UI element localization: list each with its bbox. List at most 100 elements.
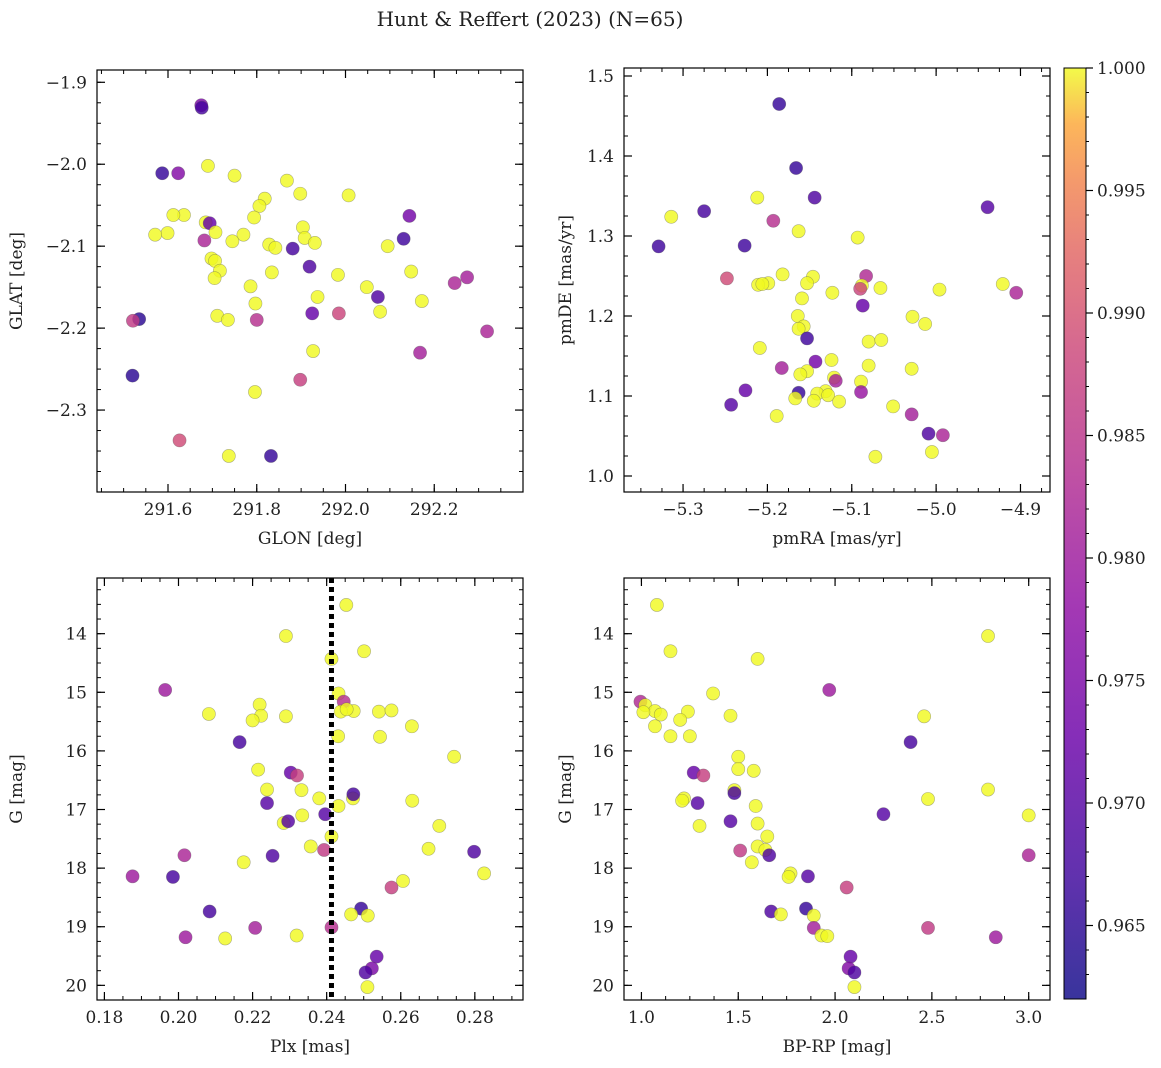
- scatter-point: [746, 763, 761, 778]
- y-axis-label: pmDE [mas/yr]: [556, 215, 576, 345]
- scatter-point: [369, 949, 384, 964]
- scatter-point: [207, 271, 222, 286]
- y-tick-label: 19: [65, 918, 87, 938]
- y-tick-label: 20: [592, 976, 614, 996]
- scatter-point: [279, 709, 293, 724]
- x-tick-label: −5.1: [831, 500, 872, 520]
- y-tick-label: −1.9: [46, 73, 87, 93]
- colorbar-tick-label: 0.975: [1097, 672, 1146, 692]
- scatter-point: [370, 290, 385, 304]
- scatter-point: [294, 783, 309, 798]
- scatter-point: [752, 341, 767, 355]
- scatter-point: [293, 186, 308, 201]
- x-tick-label: 0.20: [160, 1008, 198, 1028]
- scatter-point: [762, 848, 777, 863]
- scatter-point: [981, 782, 995, 797]
- scatter-point: [477, 866, 492, 881]
- x-tick-label: 292.2: [410, 500, 459, 520]
- scatter-point: [692, 819, 707, 833]
- scatter-point: [414, 294, 429, 308]
- y-tick-label: 16: [592, 742, 614, 762]
- x-tick-label: 291.8: [232, 500, 281, 520]
- scatter-point: [447, 749, 461, 764]
- colorbar-tick-label: 0.970: [1097, 794, 1146, 814]
- scatter-point: [904, 361, 919, 376]
- scatter-point: [921, 426, 936, 441]
- scatter-point: [781, 870, 796, 884]
- scatter-point: [243, 279, 258, 294]
- x-tick-label: 0.22: [234, 1008, 272, 1028]
- colorbar-tick-label: 0.980: [1097, 549, 1146, 569]
- y-axis-label: G [mag]: [556, 754, 576, 823]
- y-axis-label: G [mag]: [7, 754, 27, 823]
- x-tick-label: −5.0: [915, 500, 956, 520]
- scatter-point: [178, 930, 193, 945]
- scatter-point: [384, 880, 399, 895]
- scatter-point: [824, 353, 839, 367]
- scatter-point: [731, 749, 746, 764]
- scatter-point: [995, 277, 1010, 291]
- scatter-point: [405, 793, 420, 808]
- y-tick-label: 18: [65, 859, 87, 879]
- scatter-point: [788, 391, 803, 406]
- scatter-point: [839, 880, 854, 895]
- scatter-point: [650, 598, 664, 612]
- scatter-point: [727, 786, 742, 801]
- panel-plx-g: 0.18 0.20 0.22 0.24 0.26 0.28 14 15 16 17 18 19 20 Pl…: [7, 577, 524, 1057]
- scatter-point: [636, 705, 651, 720]
- x-tick-label: 1.0: [628, 1008, 655, 1028]
- scatter-point: [663, 644, 678, 659]
- scatter-point: [724, 397, 739, 412]
- scatter-point: [918, 317, 933, 331]
- scatter-point: [806, 908, 821, 923]
- scatter-point: [773, 907, 788, 922]
- y-tick-label: 1.3: [587, 227, 614, 247]
- scatter-point: [264, 265, 279, 280]
- x-axis-label: pmRA [mas/yr]: [772, 529, 901, 549]
- scatter-point: [396, 231, 411, 246]
- x-tick-label: 0.18: [85, 1008, 123, 1028]
- scatter-point: [202, 904, 217, 919]
- scatter-point: [917, 709, 932, 724]
- scatter-point: [775, 267, 790, 282]
- scatter-point: [264, 449, 278, 463]
- scatter-point: [249, 313, 264, 327]
- scatter-point: [807, 190, 822, 205]
- scatter-point: [821, 388, 836, 403]
- scatter-point: [285, 241, 300, 256]
- scatter-point: [723, 814, 738, 829]
- scatter-point: [697, 204, 712, 219]
- y-tick-label: 17: [592, 801, 614, 821]
- x-tick-label: −5.2: [747, 500, 788, 520]
- scatter-point: [791, 321, 806, 336]
- axes-frame: [623, 67, 1051, 493]
- x-tick-label: 1.5: [725, 1008, 752, 1028]
- scatter-point: [750, 651, 765, 666]
- y-tick-label: 1.2: [587, 307, 614, 327]
- scatter-point: [251, 762, 266, 777]
- scatter-point: [921, 921, 935, 935]
- y-tick-label: 18: [592, 859, 614, 879]
- scatter-point: [307, 235, 322, 250]
- scatter-point: [346, 787, 361, 802]
- scatter-point: [723, 708, 738, 723]
- axes-frame: [623, 577, 1051, 1001]
- scatter-point: [432, 819, 447, 833]
- scatter-point: [648, 719, 662, 734]
- scatter-point: [854, 385, 868, 399]
- scatter-point: [260, 782, 274, 797]
- colorbar-tick-label: 0.995: [1097, 182, 1146, 202]
- scatter-point: [921, 792, 935, 806]
- scatter-point: [868, 449, 883, 464]
- scatter-point: [384, 703, 399, 718]
- scatter-point: [265, 848, 280, 863]
- colorbar: 0.965 0.970 0.975 0.980 0.985 0.990 0.995 1.000: [1063, 59, 1146, 1000]
- scatter-point: [861, 358, 876, 373]
- scatter-point: [289, 928, 304, 943]
- scatter-point: [460, 270, 474, 285]
- scatter-point: [750, 816, 765, 831]
- scatter-point: [221, 313, 235, 327]
- y-tick-label: −2.3: [46, 401, 87, 421]
- scatter-point: [306, 344, 321, 358]
- scatter-point: [260, 796, 274, 810]
